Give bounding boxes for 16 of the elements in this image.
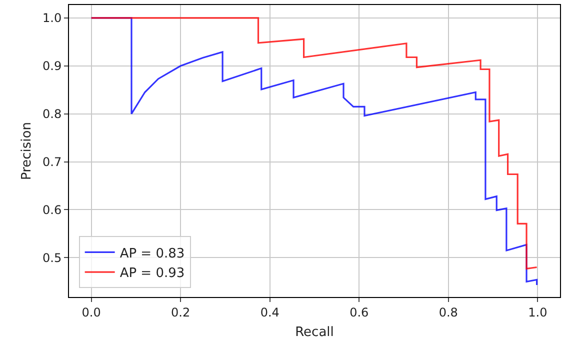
y-tick-label: 0.7: [42, 154, 62, 169]
x-axis-title: Recall: [295, 325, 334, 340]
x-tick-label: 0.8: [438, 305, 458, 320]
x-tick-label: 0.2: [171, 305, 190, 320]
y-tick-label: 0.6: [42, 202, 62, 217]
x-tick-label: 0.0: [82, 305, 101, 320]
y-tick-label: 0.8: [42, 107, 62, 122]
y-tick-label: 0.9: [42, 59, 62, 74]
legend-label: AP = 0.83: [120, 246, 185, 262]
y-tick-label: 0.5: [42, 250, 62, 265]
legend-label: AP = 0.93: [120, 266, 185, 282]
y-axis-title: Precision: [19, 122, 34, 180]
y-tick-label: 1.0: [42, 11, 62, 26]
x-tick-label: 0.4: [260, 305, 280, 320]
x-tick-label: 1.0: [528, 305, 548, 320]
x-tick-label: 0.6: [350, 305, 369, 320]
